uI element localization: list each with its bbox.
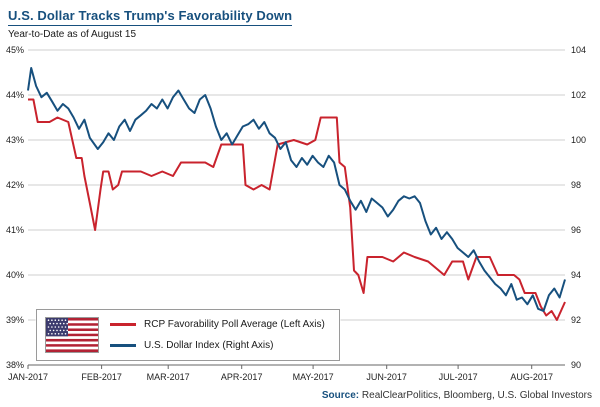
source-label: Source: — [321, 390, 360, 401]
svg-text:39%: 39% — [6, 315, 24, 325]
line-chart: 38% 39% 40% 41% 42% 43% 44% 45% 90 92 94 96 98 100 102… — [6, 45, 586, 382]
legend-label-dollar-index: U.S. Dollar Index (Right Axis) — [144, 340, 274, 351]
blue-line-swatch — [110, 344, 136, 347]
svg-text:94: 94 — [571, 270, 581, 280]
svg-text:45%: 45% — [6, 45, 24, 55]
svg-text:38%: 38% — [6, 360, 24, 370]
svg-text:40%: 40% — [6, 270, 24, 280]
svg-text:92: 92 — [571, 315, 581, 325]
svg-text:41%: 41% — [6, 225, 24, 235]
svg-text:FEB-2017: FEB-2017 — [81, 372, 122, 382]
svg-text:JUL-2017: JUL-2017 — [439, 372, 478, 382]
svg-text:98: 98 — [571, 180, 581, 190]
svg-text:100: 100 — [571, 135, 586, 145]
svg-text:104: 104 — [571, 45, 586, 55]
svg-text:43%: 43% — [6, 135, 24, 145]
svg-text:96: 96 — [571, 225, 581, 235]
svg-text:APR-2017: APR-2017 — [221, 372, 263, 382]
chart-header: U.S. Dollar Tracks Trump's Favorability … — [0, 0, 600, 40]
legend-item-favorability: RCP Favorability Poll Average (Left Axis… — [110, 319, 325, 330]
chart-title: U.S. Dollar Tracks Trump's Favorability … — [8, 8, 293, 26]
source-line: Source: RealClearPolitics, Bloomberg, U.… — [322, 390, 592, 401]
svg-text:MAY-2017: MAY-2017 — [293, 372, 334, 382]
chart-legend: RCP Favorability Poll Average (Left Axis… — [36, 309, 340, 361]
legend-label-favorability: RCP Favorability Poll Average (Left Axis… — [144, 319, 325, 330]
svg-text:102: 102 — [571, 90, 586, 100]
source-text: RealClearPolitics, Bloomberg, U.S. Globa… — [361, 390, 592, 401]
svg-text:MAR-2017: MAR-2017 — [147, 372, 190, 382]
chart-subtitle: Year-to-Date as of August 15 — [8, 29, 137, 40]
svg-text:44%: 44% — [6, 90, 24, 100]
svg-text:JAN-2017: JAN-2017 — [8, 372, 48, 382]
svg-text:42%: 42% — [6, 180, 24, 190]
svg-text:90: 90 — [571, 360, 581, 370]
svg-text:JUN-2017: JUN-2017 — [366, 372, 407, 382]
red-line-swatch — [110, 323, 136, 326]
svg-text:AUG-2017: AUG-2017 — [510, 372, 553, 382]
legend-item-dollar-index: U.S. Dollar Index (Right Axis) — [110, 340, 325, 351]
us-flag-icon — [45, 317, 99, 353]
legend-rows: RCP Favorability Poll Average (Left Axis… — [110, 319, 325, 351]
